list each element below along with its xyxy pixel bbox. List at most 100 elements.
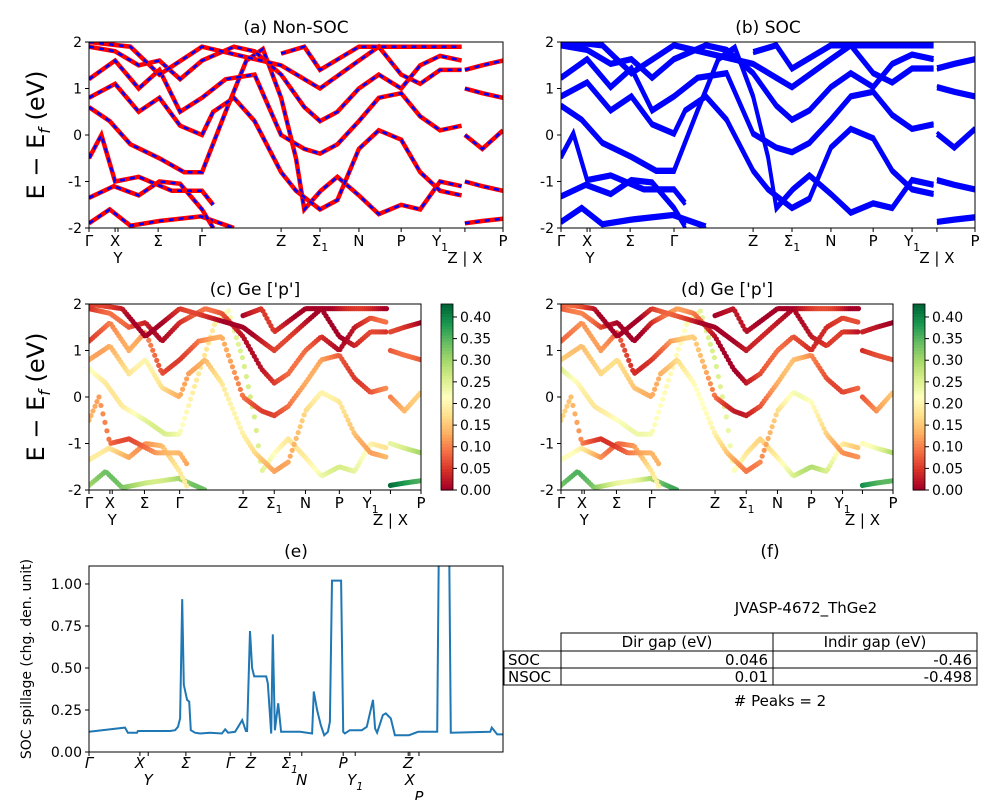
projected-band-point: [232, 411, 237, 416]
k-point-label: X: [404, 771, 416, 789]
y-tick-label: -1: [540, 437, 554, 453]
colorbar-tick-label: 0.35: [460, 332, 491, 348]
k-point-label: Γ: [85, 232, 94, 250]
k-point-label: Z | X: [447, 249, 482, 267]
projected-band-point: [178, 428, 183, 433]
projected-band-point: [224, 347, 229, 352]
k-point-label: Σ1: [738, 494, 754, 516]
projected-band-point: [768, 430, 773, 435]
projected-band-point: [252, 414, 257, 419]
k-point-label: N: [772, 494, 783, 512]
colorbar-tick-label: 0.15: [460, 418, 491, 434]
projected-band-point: [418, 478, 423, 483]
projected-band-point: [855, 319, 860, 324]
projected-band-point: [302, 412, 307, 417]
k-point-label: Z | X: [845, 511, 880, 529]
y-tick-label: 0.50: [51, 661, 82, 677]
colorbar-tick-label: 0.10: [932, 440, 963, 456]
colorbar-segment: [913, 304, 925, 308]
k-point-label: Z | X: [373, 511, 408, 529]
projected-band-point: [652, 422, 657, 427]
projected-band-point: [150, 348, 155, 353]
k-point-label: Y: [579, 511, 590, 529]
projected-band-point: [238, 387, 243, 392]
projected-band-point: [184, 461, 189, 466]
projected-band-point: [856, 306, 861, 311]
k-point-label: Y: [112, 249, 123, 267]
k-point-label: Γ: [670, 232, 679, 250]
projected-band-point: [188, 397, 193, 402]
k-point-label: Γ: [198, 232, 207, 250]
projected-band-point: [92, 404, 97, 409]
projected-band-point: [180, 387, 185, 392]
k-point-label: Z | X: [919, 249, 954, 267]
projected-band-point: [728, 443, 733, 448]
projected-band-point: [770, 424, 775, 429]
projected-band-point: [650, 392, 655, 397]
panel-title: (e): [284, 542, 308, 562]
k-point-label: P: [416, 494, 425, 512]
projected-band-point: [890, 320, 895, 325]
k-point-label: Σ: [181, 754, 191, 772]
k-point-label: Y1: [431, 232, 448, 254]
y-tick-label: 0: [73, 390, 82, 406]
k-point-label: Γ: [647, 494, 656, 512]
projected-band-point: [418, 357, 423, 362]
colorbar-tick-label: 0.10: [460, 440, 491, 456]
band-line-nonsoc-dashed: [89, 135, 213, 205]
projected-band-point: [568, 394, 573, 399]
projected-band-point: [570, 403, 575, 408]
y-tick-label: -1: [68, 437, 82, 453]
projected-band-point: [758, 460, 763, 465]
panel-title: (d) Ge ['p']: [681, 280, 773, 300]
cell-soc-dir: 0.046: [725, 651, 768, 669]
k-point-label: P: [888, 494, 897, 512]
projected-band-point: [210, 328, 215, 333]
projected-band-point: [102, 420, 107, 425]
projected-band-point: [98, 403, 103, 408]
projected-band-point: [716, 374, 721, 379]
y-tick-label: -2: [540, 483, 554, 499]
y-tick-label: -1: [68, 175, 82, 191]
projected-band-point: [154, 358, 159, 363]
y-tick-label: -1: [540, 175, 554, 191]
k-point-label: X: [582, 232, 592, 250]
projected-band-point: [182, 381, 187, 386]
projected-band-point: [246, 384, 251, 389]
projected-band-point: [576, 428, 581, 433]
projected-band-point: [766, 436, 771, 441]
projected-band-point: [90, 408, 95, 413]
band-line-nonsoc: [465, 130, 503, 149]
projected-band-point: [184, 483, 189, 488]
k-point-label: Y1: [903, 232, 920, 254]
plot-area: [89, 550, 503, 735]
projected-band-point: [230, 406, 235, 411]
spillage-ylabel: SOC spillage (chg. den. unit): [19, 559, 35, 759]
projected-band-point: [178, 392, 183, 397]
projected-band-point: [660, 397, 665, 402]
y-tick-label: 2: [73, 297, 82, 313]
k-point-label: Y: [144, 771, 155, 789]
figure-ylabel-top: E − Ef (eV): [22, 71, 54, 200]
projected-band-point: [384, 306, 389, 311]
projected-band-point: [710, 425, 715, 430]
projected-band-point: [718, 384, 723, 389]
projected-band-point: [236, 420, 241, 425]
cell-nsoc-indir: -0.498: [924, 668, 972, 686]
projected-band-point: [290, 448, 295, 453]
k-point-label: P: [339, 754, 349, 772]
projected-band-point: [226, 353, 231, 358]
projected-band-point: [296, 430, 301, 435]
k-point-label: X: [134, 754, 146, 772]
projected-band-point: [708, 342, 713, 347]
k-point-label: N: [296, 771, 307, 789]
y-tick-label: -2: [68, 221, 82, 237]
k-point-label: Σ: [612, 494, 621, 512]
projected-band-point: [240, 355, 245, 360]
projected-band-point: [724, 414, 729, 419]
projected-band-point: [96, 394, 101, 399]
projected-band-point: [694, 342, 699, 347]
y-tick-label: -2: [68, 483, 82, 499]
